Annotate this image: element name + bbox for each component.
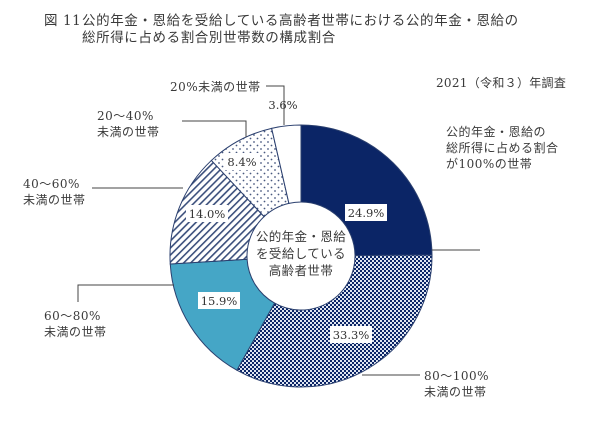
label-line: 60～80% [44, 309, 101, 323]
label-line: 20%未満の世帯 [170, 80, 261, 94]
value-label-bg [345, 204, 387, 221]
center-line-1: 公的年金・恩給 [255, 229, 347, 244]
value-label-s60_80: 15.9% [201, 294, 238, 308]
label-20-40pct: 20～40% 未満の世帯 [97, 108, 160, 140]
value-label-s0_20: 3.6% [268, 98, 297, 112]
slice-80-100pct [236, 254, 433, 388]
label-line: 40～60% [23, 177, 80, 191]
label-line: 未満の世帯 [44, 325, 107, 339]
value-label-s100: 24.9% [348, 206, 385, 220]
center-line-2: を受給している [256, 246, 346, 261]
figure-number: 図 11 [44, 13, 82, 29]
label-line: 総所得に占める割合 [446, 141, 559, 155]
chart-title: 図 11公的年金・恩給を受給している高齢者世帯における公的年金・恩給の 総所得に… [44, 13, 519, 47]
value-label-s40_60: 14.0% [189, 207, 226, 221]
value-label-bg [224, 153, 260, 170]
label-80-100pct: 80～100% 未満の世帯 [424, 368, 489, 400]
label-60-80pct: 60～80% 未満の世帯 [44, 308, 107, 340]
title-line-2: 総所得に占める割合別世帯数の構成割合 [82, 30, 336, 46]
value-label-s20_40: 8.4% [227, 155, 256, 169]
donut-center-label: 公的年金・恩給 を受給している 高齢者世帯 [248, 228, 354, 279]
value-label-bg [330, 326, 372, 343]
title-line-1: 公的年金・恩給を受給している高齢者世帯における公的年金・恩給の [82, 13, 519, 29]
label-100pct: 公的年金・恩給の 総所得に占める割合 が100%の世帯 [446, 124, 559, 172]
label-line: 未満の世帯 [23, 193, 86, 207]
label-line: 未満の世帯 [97, 125, 160, 139]
value-label-s80_100: 33.3% [333, 328, 370, 342]
label-under-20pct: 20%未満の世帯 [170, 79, 261, 95]
survey-note: 2021（令和３）年調査 [436, 76, 567, 90]
label-line: 未満の世帯 [424, 385, 487, 399]
slice-under-20pct [271, 124, 302, 204]
center-line-3: 高齢者世帯 [268, 263, 334, 278]
label-line: が100%の世帯 [446, 157, 533, 171]
label-line: 公的年金・恩給の [446, 125, 547, 139]
leader-lines [77, 85, 480, 376]
slice-100pct [300, 124, 433, 257]
label-40-60pct: 40～60% 未満の世帯 [23, 176, 86, 208]
label-line: 20～40% [97, 109, 154, 123]
value-label-bg [186, 205, 228, 222]
slice-60-80pct [169, 258, 276, 371]
value-labels: 24.9% 33.3% 15.9% 14.0% 8.4% 3.6% [186, 98, 387, 343]
value-label-bg [198, 292, 240, 309]
label-line: 80～100% [424, 369, 490, 383]
